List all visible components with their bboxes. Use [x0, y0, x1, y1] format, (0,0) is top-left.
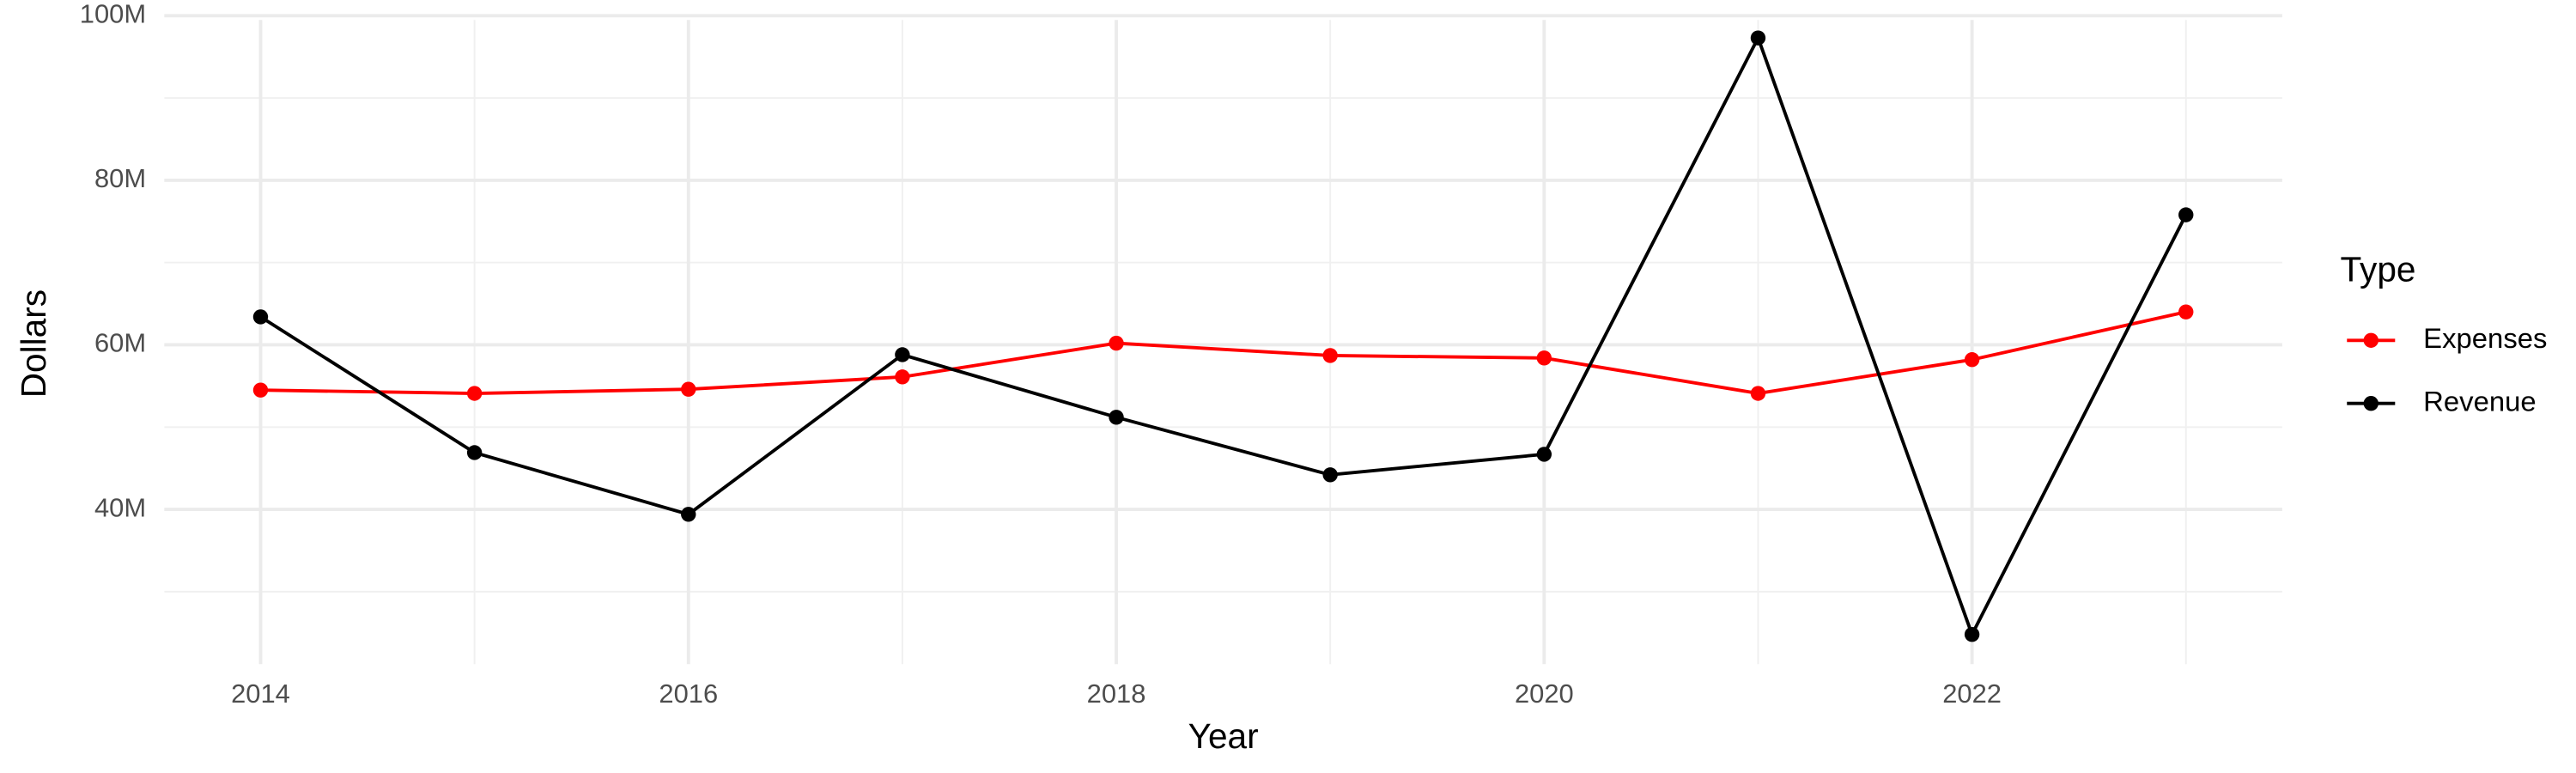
- y-tick-label: 40M: [94, 492, 146, 522]
- data-point: [1964, 627, 1980, 642]
- data-point: [1536, 350, 1552, 366]
- legend-swatch: [2363, 332, 2379, 348]
- data-point: [2178, 304, 2194, 320]
- series-line: [259, 33, 2188, 639]
- data-point: [681, 507, 696, 522]
- data-point: [1322, 348, 1338, 363]
- data-point: [1322, 467, 1338, 483]
- data-point: [252, 382, 269, 398]
- legend-label: Revenue: [2423, 385, 2537, 417]
- data-point: [1109, 335, 1124, 351]
- x-tick-label: 2018: [1087, 679, 1146, 709]
- x-tick-label: 2022: [1942, 679, 2002, 709]
- data-point: [895, 369, 910, 385]
- data-point: [681, 381, 696, 397]
- x-tick-label: 2020: [1515, 679, 1574, 709]
- x-axis-title: Year: [1188, 716, 1259, 756]
- data-point: [466, 386, 483, 401]
- x-tick-label: 2016: [659, 679, 718, 709]
- legend-swatch: [2363, 396, 2379, 411]
- y-tick-label: 100M: [80, 0, 146, 28]
- data-point: [895, 347, 910, 362]
- grid: [164, 14, 2282, 665]
- y-tick-label: 60M: [94, 328, 146, 358]
- data-point: [2178, 207, 2194, 222]
- legend: Expenses Revenue: [2347, 322, 2547, 417]
- data-point: [1750, 30, 1766, 46]
- data-point: [1536, 447, 1552, 462]
- y-tick-label: 80M: [94, 163, 146, 193]
- data-point: [252, 309, 269, 325]
- data-point: [1750, 386, 1766, 401]
- legend-title: Type: [2341, 250, 2416, 289]
- data-point: [1964, 352, 1980, 368]
- legend-label: Expenses: [2423, 322, 2547, 354]
- y-axis-title: Dollars: [14, 289, 53, 398]
- x-tick-label: 2014: [231, 679, 290, 709]
- plot-area: [252, 30, 2194, 642]
- data-point: [466, 445, 483, 460]
- data-point: [1109, 410, 1124, 425]
- series-line: [260, 310, 2187, 395]
